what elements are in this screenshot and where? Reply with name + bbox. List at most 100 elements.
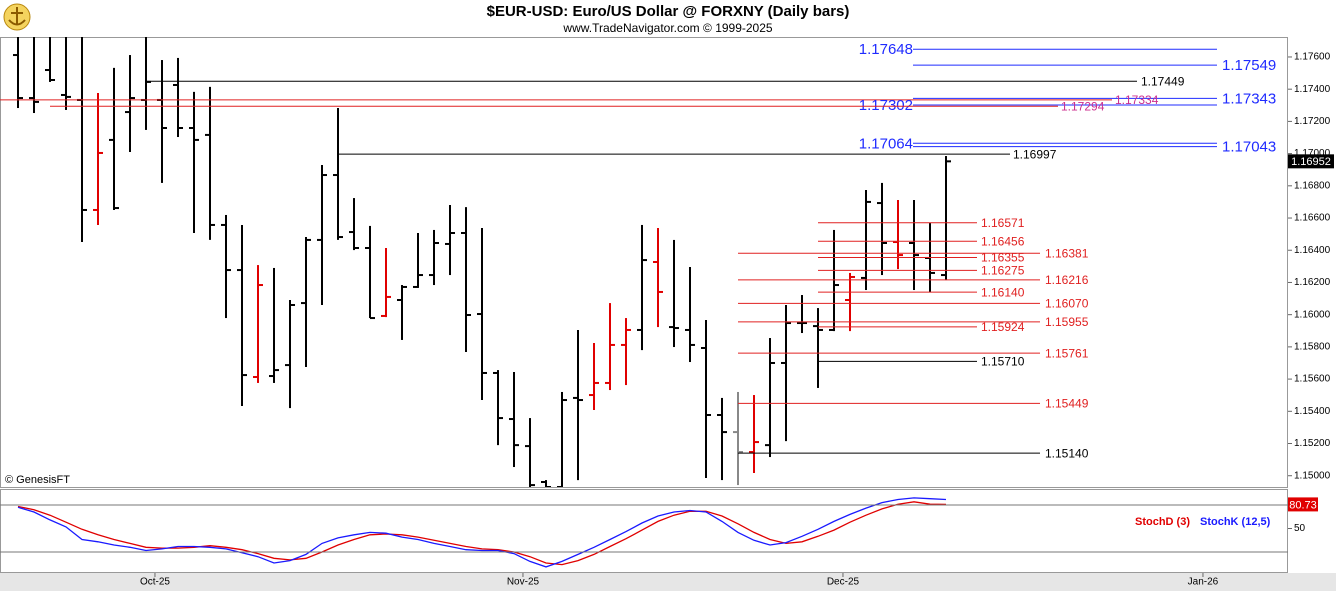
level-label: 1.16216 <box>1045 273 1089 287</box>
main-frame <box>0 37 1288 488</box>
x-axis-band <box>0 573 1336 591</box>
ohlc-bar <box>365 225 375 320</box>
level-label: 1.16140 <box>981 285 1025 299</box>
ohlc-bar <box>461 207 471 353</box>
ohlc-bar <box>333 108 343 240</box>
ohlc-bar <box>61 37 71 110</box>
chart-title: $EUR-USD: Euro/US Dollar @ FORXNY (Daily… <box>487 3 850 20</box>
ohlc-bar <box>541 480 551 487</box>
ohlc-bar <box>221 214 231 319</box>
ohlc-bar <box>349 198 359 251</box>
level-label: 1.17043 <box>1222 139 1276 156</box>
level-label: 1.17064 <box>859 135 913 152</box>
ohlc-bar <box>429 229 439 286</box>
level-label: 1.17648 <box>859 41 913 58</box>
y-tick-label: 1.16200 <box>1294 277 1331 288</box>
annotation: © GenesisFT <box>5 474 70 486</box>
ohlc-bar <box>125 55 135 152</box>
level-label: 1.17343 <box>1222 90 1276 107</box>
ohlc-bar <box>45 37 55 82</box>
ohlc-bar <box>941 156 951 281</box>
ohlc-bar <box>685 266 695 363</box>
level-label: 1.15710 <box>981 355 1025 369</box>
last-price-label: 1.16952 <box>1291 156 1331 168</box>
last-price-box <box>1288 154 1334 169</box>
ohlc-bar <box>285 300 295 409</box>
ohlc-bar <box>669 239 679 348</box>
ohlc-bar <box>637 224 647 351</box>
ohlc-bar <box>525 418 535 487</box>
legend-entry: StochD (3) <box>1135 516 1190 528</box>
y-tick-label: 1.16600 <box>1294 213 1331 224</box>
chart-subtitle: www.TradeNavigator.com © 1999-2025 <box>562 21 772 35</box>
level-label: 1.15761 <box>1045 346 1089 360</box>
stoch-line <box>17 497 947 568</box>
ohlc-bar <box>861 190 871 291</box>
ohlc-bar <box>477 228 487 401</box>
ohlc-bar <box>269 267 279 383</box>
ohlc-bar <box>749 395 759 473</box>
ohlc-bar <box>397 285 407 340</box>
y-tick-label: 1.15200 <box>1294 438 1331 449</box>
level-label: 1.17549 <box>1222 57 1276 74</box>
ohlc-bar <box>93 93 103 225</box>
level-label: 1.17334 <box>1115 93 1159 107</box>
level-label: 1.15955 <box>1045 315 1089 329</box>
ohlc-bar <box>733 391 743 486</box>
level-label: 1.17294 <box>1061 99 1105 113</box>
ohlc-bar <box>829 229 839 332</box>
main-plot <box>13 37 951 487</box>
y-tick-label: 1.16400 <box>1294 245 1331 256</box>
x-tick-label: Dec-25 <box>827 577 860 588</box>
ohlc-bar <box>493 370 503 446</box>
stoch-frame <box>0 489 1288 573</box>
ohlc-bar <box>621 318 631 386</box>
ohlc-bar <box>13 37 23 109</box>
ohlc-bar <box>813 308 823 388</box>
y-tick-label: 1.17200 <box>1294 116 1331 127</box>
level-label: 1.15924 <box>981 320 1025 334</box>
ohlc-bar <box>605 303 615 391</box>
ohlc-bar <box>653 228 663 328</box>
y-tick-label: 1.15800 <box>1294 342 1331 353</box>
y-tick-label: 1.15000 <box>1294 470 1331 481</box>
level-label: 1.17449 <box>1141 74 1185 88</box>
y-tick-label: 1.17000 <box>1294 148 1331 159</box>
y-tick-label: 1.15600 <box>1294 374 1331 385</box>
level-label: 1.16456 <box>981 234 1025 248</box>
ohlc-bar <box>173 57 183 138</box>
ohlc-bar <box>445 204 455 276</box>
level-label: 1.16070 <box>1045 297 1089 311</box>
level-label: 1.15140 <box>1045 446 1089 460</box>
ohlc-bar <box>317 165 327 306</box>
legend-entry: StochK (12,5) <box>1200 516 1271 528</box>
x-tick-label: Nov-25 <box>507 577 540 588</box>
y-tick-label: 50 <box>1294 523 1306 534</box>
level-label: 1.16355 <box>981 251 1025 265</box>
last-value-label: 80.73 <box>1289 499 1317 511</box>
ohlc-bar <box>109 67 119 210</box>
last-value-box <box>1288 497 1318 512</box>
stoch-plot <box>17 497 947 568</box>
ohlc-bar <box>797 295 807 334</box>
ohlc-bar <box>573 329 583 481</box>
logo <box>3 3 31 31</box>
ohlc-bar <box>29 37 39 114</box>
x-tick-label: Oct-25 <box>140 577 170 588</box>
ohlc-bar <box>253 265 263 383</box>
ohlc-bar <box>381 247 391 318</box>
stoch-line <box>17 501 947 566</box>
ohlc-bar <box>237 224 247 406</box>
y-tick-label: 1.16000 <box>1294 309 1331 320</box>
y-tick-label: 1.17600 <box>1294 52 1331 63</box>
ohlc-bar <box>781 305 791 442</box>
y-tick-label: 1.17400 <box>1294 84 1331 95</box>
ohlc-bar <box>557 391 567 487</box>
level-label: 1.17302 <box>859 97 913 114</box>
level-label: 1.16571 <box>981 216 1025 230</box>
ohlc-bar <box>717 397 727 481</box>
ohlc-bar <box>205 86 215 240</box>
ohlc-bar <box>909 199 919 291</box>
